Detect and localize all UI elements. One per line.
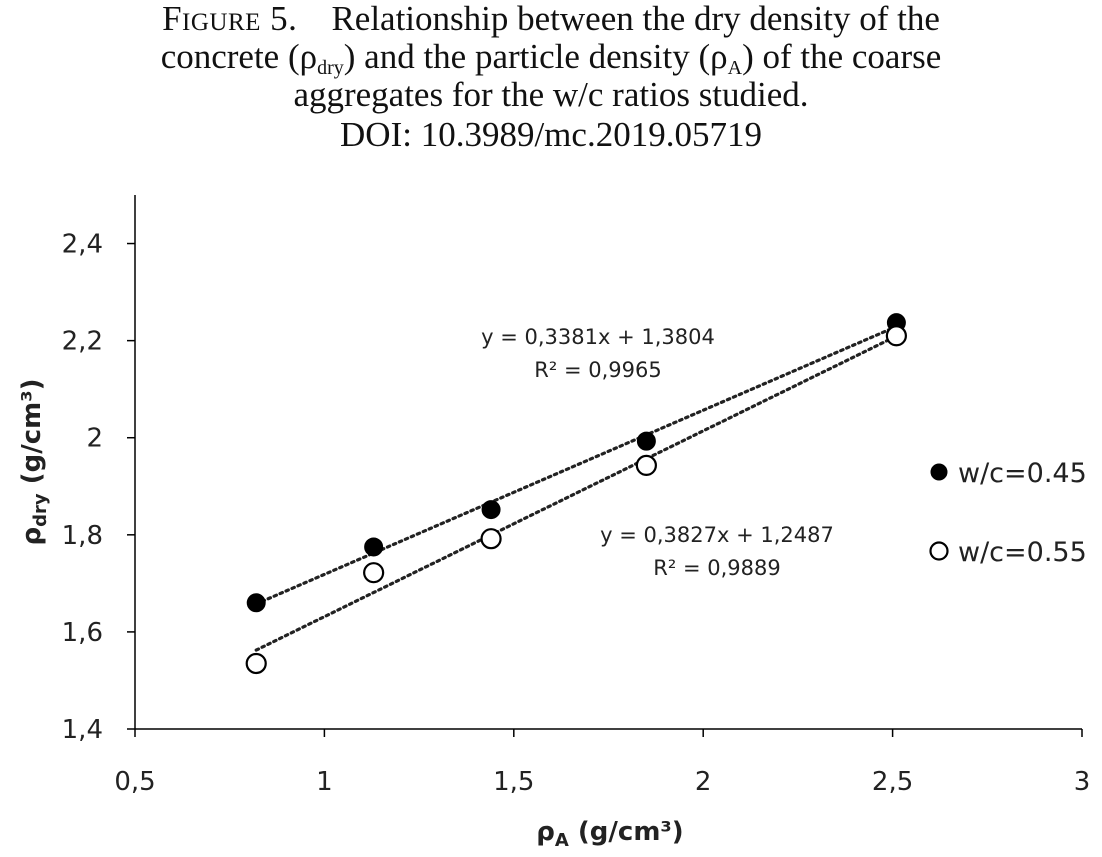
- y-tick-label: 1,6: [62, 618, 103, 648]
- trendline-1: [254, 324, 898, 606]
- x-tick-label: 1: [316, 767, 333, 797]
- axis-labels: ρA (g/cm³) ρdry (g/cm³): [17, 379, 684, 851]
- x-tick-label: 2,5: [872, 767, 913, 797]
- trendline-equation-1: y = 0,3381x + 1,3804: [481, 325, 715, 349]
- trendline-equations: y = 0,3381x + 1,3804 R² = 0,9965 y = 0,382…: [481, 325, 834, 580]
- caption-sub-a: A: [727, 57, 743, 79]
- caption-line-2-post: ) of the coarse: [742, 37, 942, 76]
- trendline-2: [254, 334, 898, 652]
- legend-marker-2: [929, 541, 949, 561]
- y-tick-label: 2,2: [62, 327, 103, 357]
- caption-line-1: Figure 5. Relationship between the dry de…: [0, 0, 1102, 38]
- x-tick-label: 0,5: [114, 767, 155, 797]
- figure-label: Figure 5.: [162, 0, 298, 38]
- data-points: [245, 313, 907, 675]
- legend-label-2: w/c=0.55: [958, 537, 1087, 568]
- trendlines: [254, 324, 898, 652]
- trendline-r2-2: R² = 0,9889: [653, 556, 780, 580]
- x-tick-label: 3: [1074, 767, 1091, 797]
- data-point-series-2: [480, 528, 502, 550]
- data-point-series-2: [885, 325, 907, 347]
- data-point-series-2: [245, 652, 267, 675]
- caption-doi: DOI: 10.3989/mc.2019.05719: [340, 115, 762, 154]
- legend-label-1: w/c=0.45: [958, 458, 1087, 489]
- trendline-equation-2: y = 0,3827x + 1,2487: [600, 523, 834, 547]
- data-point-series-2: [363, 562, 385, 584]
- trendline-r2-1: R² = 0,9965: [534, 358, 661, 382]
- y-axis-title: ρdry (g/cm³): [17, 379, 51, 546]
- y-tick-label: 1,4: [62, 715, 103, 745]
- y-tick-label: 2: [86, 424, 103, 454]
- legend: w/c=0.45 w/c=0.55: [929, 458, 1087, 568]
- data-point-series-2: [635, 454, 657, 476]
- caption-line-2-mid: ) and the particle density (ρ: [343, 37, 728, 76]
- caption-sub-dry: dry: [317, 57, 344, 79]
- caption-line-1-text: Relationship between the dry density of …: [331, 0, 940, 38]
- x-axis-title: ρA (g/cm³): [536, 817, 683, 851]
- caption-line-2-pre: concrete (ρ: [160, 37, 318, 76]
- data-point-series-1: [246, 593, 266, 613]
- x-tick-label: 2: [695, 767, 712, 797]
- x-tick-label: 1,5: [493, 767, 534, 797]
- data-point-series-1: [364, 537, 384, 557]
- data-point-series-1: [636, 431, 656, 451]
- caption-line-2: concrete (ρdry) and the particle density…: [0, 37, 1102, 78]
- y-tick-label: 1,8: [62, 521, 103, 551]
- data-point-series-1: [481, 500, 501, 520]
- caption-line-3: aggregates for the w/c ratios studied.: [293, 75, 809, 114]
- legend-marker-1: [930, 463, 948, 481]
- chart-axes: 0,5 1 1,5 2 2,5 3 1,4 1,6 1,8 2 2,2 2,4: [62, 195, 1091, 797]
- y-tick-label: 2,4: [62, 230, 103, 260]
